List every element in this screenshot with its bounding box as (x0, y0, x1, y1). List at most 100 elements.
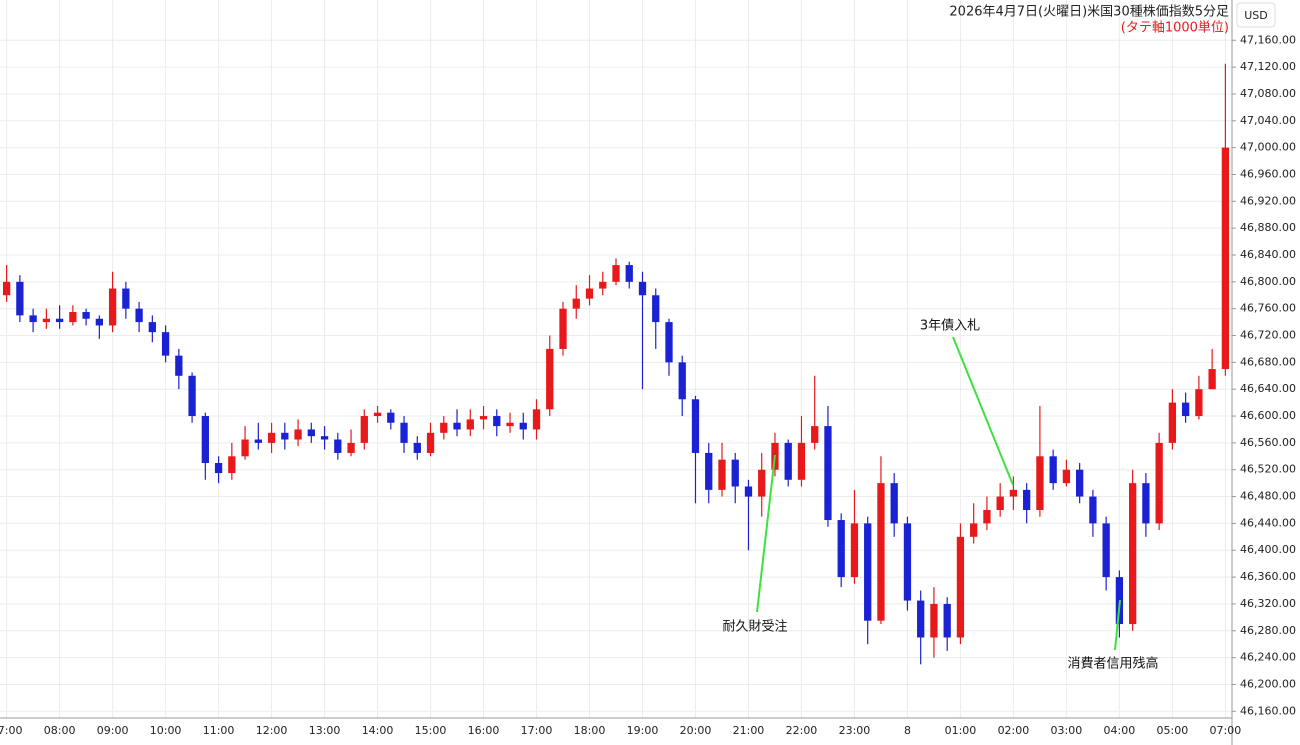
candle-body (824, 426, 832, 521)
candle-body (837, 520, 845, 578)
candle-body (400, 422, 408, 443)
annotation-pointer (1114, 599, 1121, 651)
candle-body (294, 429, 302, 440)
candle-body (307, 429, 315, 437)
y-tick-label: 47,080.00 (1240, 87, 1296, 100)
candle-body (811, 426, 819, 443)
chart-subtitle: (タテ軸1000単位) (1121, 20, 1229, 36)
x-tick-label: 21:00 (733, 724, 765, 737)
x-tick-label: 08:00 (44, 724, 76, 737)
currency-box (1236, 2, 1276, 28)
candle-body (493, 416, 501, 427)
x-tick-label: 18:00 (574, 724, 606, 737)
y-tick-label: 46,360.00 (1240, 570, 1296, 583)
candle-body (29, 315, 37, 323)
candle-body (678, 362, 686, 400)
candle-body (281, 432, 289, 440)
candle-body (877, 483, 885, 621)
candle-body (161, 332, 170, 356)
y-tick-label: 46,480.00 (1240, 490, 1296, 503)
x-tick-label: 8 (904, 724, 911, 737)
candle-body (413, 442, 421, 453)
candle-body (453, 422, 461, 430)
candles (2, 63, 1230, 665)
x-tick-label: 02:00 (998, 724, 1030, 737)
x-tick-label: 09:00 (97, 724, 129, 737)
y-tick-label: 46,400.00 (1240, 543, 1296, 556)
candle-body (122, 288, 130, 309)
candle-body (69, 312, 77, 323)
candle-body (373, 412, 382, 417)
y-tick-label: 46,760.00 (1240, 302, 1296, 315)
x-tick-label: 16:00 (468, 724, 500, 737)
candle-body (1023, 489, 1031, 510)
candle-body (731, 459, 739, 487)
candle-body (214, 463, 223, 474)
x-tick-label: 04:00 (1104, 724, 1136, 737)
candle-body (956, 536, 965, 638)
candle-body (42, 318, 51, 323)
y-tick-label: 46,960.00 (1240, 167, 1296, 180)
candle-body (744, 486, 753, 497)
candle-body (943, 603, 951, 638)
currency: USD (1244, 9, 1268, 22)
candle-body (479, 416, 488, 420)
candle-body (599, 281, 607, 289)
x-tick-label: 15:00 (415, 724, 447, 737)
candle-body (1009, 489, 1018, 497)
x-tick-label: 03:00 (1051, 724, 1083, 737)
y-tick-label: 46,280.00 (1240, 624, 1296, 637)
y-tick-label: 46,440.00 (1240, 516, 1296, 529)
x-tick-label: 23:00 (839, 724, 871, 737)
candle-body (1129, 483, 1137, 625)
candle-body (334, 439, 342, 453)
candle-body (95, 318, 103, 326)
y-tick-label: 47,120.00 (1240, 60, 1296, 73)
candle-body (1102, 523, 1110, 578)
candle-body (1195, 389, 1203, 417)
x-tick-label: 22:00 (786, 724, 818, 737)
candle-body (1142, 483, 1150, 524)
candle-body (201, 416, 209, 464)
candle-body (864, 523, 872, 621)
candle-body (82, 312, 90, 319)
candle-body (148, 322, 156, 333)
x-tick-label: 14:00 (362, 724, 394, 737)
candle-body (890, 483, 898, 524)
y-tick-label: 47,000.00 (1240, 141, 1296, 154)
candle-body (241, 439, 249, 457)
candle-body (612, 265, 620, 282)
candle-body (638, 281, 647, 296)
candle-body (254, 439, 262, 443)
candle-body (625, 265, 633, 282)
annotation: 3年債入札 (920, 319, 980, 334)
candle-body (1062, 469, 1071, 484)
candle-body (718, 459, 726, 490)
candle-body (2, 281, 11, 296)
x-tick-label: 10:00 (150, 724, 182, 737)
candle-body (691, 399, 700, 453)
y-tick-label: 46,680.00 (1240, 355, 1296, 368)
candle-body (16, 281, 24, 316)
candle-body (758, 469, 766, 497)
candle-body (506, 422, 514, 427)
y-tick-label: 46,880.00 (1240, 221, 1296, 234)
grid (0, 0, 1236, 718)
candle-body (1036, 456, 1044, 510)
x-tick-label: 05:00 (1157, 724, 1189, 737)
y-tick-label: 46,160.00 (1240, 704, 1296, 717)
candle-body (1155, 442, 1163, 524)
candle-body (466, 419, 474, 430)
x-tick-label: 12:00 (256, 724, 288, 737)
y-tick-label: 46,200.00 (1240, 677, 1296, 690)
candle-body (652, 295, 660, 323)
candle-body (1208, 369, 1216, 390)
candle-body (1049, 456, 1057, 484)
annotation: 耐久財受注 (722, 620, 787, 635)
chart-title: 2026年4月7日(火曜日)米国30種株価指数5分足 (949, 4, 1229, 20)
candle-body (850, 523, 859, 578)
candle-body (188, 375, 196, 417)
candle-body (320, 436, 329, 440)
candle-body (519, 422, 527, 430)
